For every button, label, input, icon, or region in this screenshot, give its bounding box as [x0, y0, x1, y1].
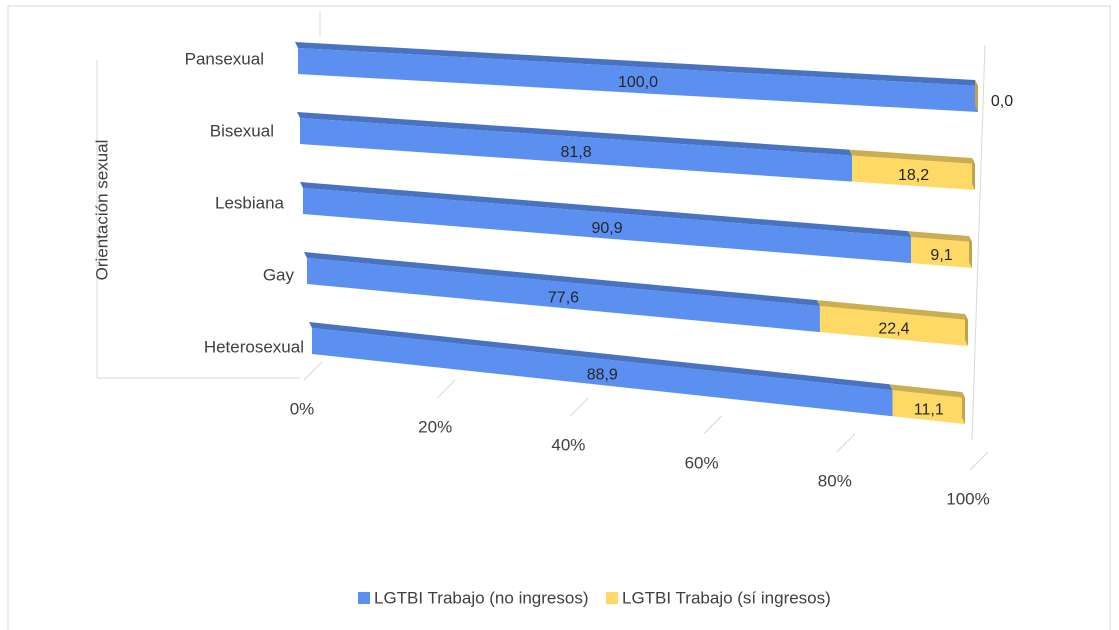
grid-line	[969, 451, 989, 471]
x-tick-label: 20%	[418, 417, 452, 436]
bar-depth	[295, 42, 978, 86]
x-tick-label: 100%	[946, 489, 989, 508]
legend-label: LGTBI Trabajo (no ingresos)	[374, 588, 588, 607]
legend-swatch	[606, 592, 618, 604]
bar-end	[975, 80, 978, 112]
grid-line	[303, 361, 323, 381]
y-tick-label: Gay	[263, 265, 295, 284]
grid-line	[436, 379, 456, 399]
legend-swatch	[358, 592, 370, 604]
value-label: 81,8	[561, 144, 592, 161]
grid-line	[570, 397, 589, 417]
bar-end	[962, 392, 965, 424]
value-label: 18,2	[898, 167, 929, 184]
bar-end	[969, 236, 972, 268]
y-tick-label: Bisexual	[210, 121, 274, 140]
bar-depth	[908, 231, 972, 242]
value-label: 100,0	[618, 74, 658, 91]
bar-end	[965, 314, 968, 346]
value-label: 90,9	[591, 220, 622, 237]
x-tick-label: 80%	[818, 471, 852, 490]
bar	[819, 306, 968, 346]
bar	[300, 118, 853, 182]
value-label: 22,4	[878, 320, 909, 337]
legend-label: LGTBI Trabajo (sí ingresos)	[622, 588, 831, 607]
grid-line	[703, 415, 722, 435]
bar-depth	[300, 182, 912, 238]
value-label: 9,1	[930, 247, 952, 264]
bar	[298, 48, 978, 112]
x-tick-label: 40%	[551, 435, 585, 454]
bar	[303, 188, 912, 264]
bar	[911, 237, 972, 268]
bar	[892, 390, 965, 424]
bar-depth	[309, 322, 893, 391]
bar	[307, 258, 820, 333]
value-label: 88,9	[587, 366, 618, 383]
bar-depth	[849, 149, 975, 164]
wall-edge	[971, 44, 986, 441]
y-tick-label: Pansexual	[185, 49, 264, 68]
y-tick-label: Lesbiana	[215, 193, 285, 212]
bar-depth	[889, 384, 965, 398]
value-label: 0,0	[991, 93, 1013, 110]
bar	[312, 328, 893, 417]
value-label: 77,6	[548, 289, 579, 306]
bar	[852, 155, 975, 190]
bar-depth	[816, 300, 968, 320]
y-axis-title: Orientación sexual	[92, 140, 111, 281]
value-label: 11,1	[914, 401, 944, 418]
bar-end	[972, 158, 975, 190]
y-tick-label: Heterosexual	[204, 337, 304, 356]
grid-line	[836, 433, 856, 453]
chart-frame	[7, 5, 1111, 630]
x-tick-label: 0%	[290, 399, 315, 418]
x-tick-label: 60%	[685, 453, 719, 472]
bar-depth	[304, 252, 820, 307]
bar-depth	[297, 112, 853, 156]
